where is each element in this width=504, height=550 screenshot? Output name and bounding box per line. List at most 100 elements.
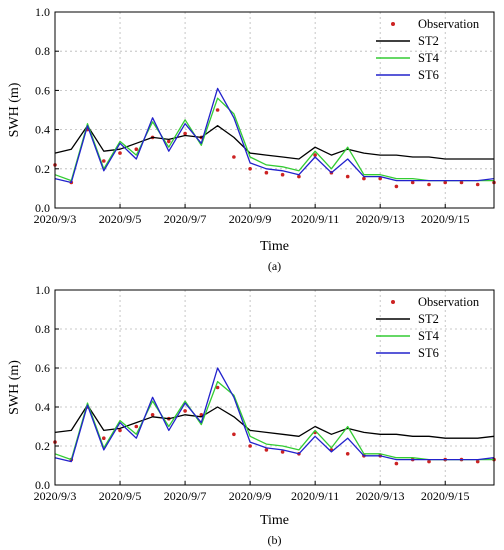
y-tick-label: 0.2: [35, 439, 50, 453]
observation-point: [150, 413, 155, 417]
observation-point: [280, 450, 285, 454]
x-tick-label: 2020/9/3: [34, 489, 77, 503]
y-tick-label: 0.4: [35, 123, 50, 137]
observation-point: [215, 385, 220, 390]
observation-point: [134, 147, 139, 151]
panel-label: (b): [268, 533, 282, 547]
gridlines: [54, 12, 494, 208]
legend-swatch: [391, 300, 395, 304]
series-st6-line: [54, 367, 495, 463]
series-observation: [53, 385, 496, 466]
observation-point: [118, 151, 122, 155]
legend-item: ST2: [376, 34, 439, 48]
y-axis-label: SWH (m): [7, 82, 22, 137]
legend-item: ST6: [376, 346, 439, 360]
legend-label: Observation: [418, 295, 480, 309]
legend-label: Observation: [418, 17, 480, 31]
observation-point: [345, 174, 350, 179]
panel-label: (a): [268, 259, 281, 273]
x-tick-label: 2020/9/15: [421, 212, 470, 226]
x-tick-label: 2020/9/5: [99, 212, 142, 226]
y-tick-label: 1.0: [35, 5, 50, 19]
observation-point: [232, 155, 236, 159]
legend-item: Observation: [391, 17, 480, 31]
x-tick-label: 2020/9/15: [421, 489, 470, 503]
observation-point: [248, 444, 252, 448]
observation-point: [427, 182, 431, 187]
observation-point: [118, 428, 122, 433]
observation-point: [410, 180, 415, 185]
observation-point: [394, 184, 399, 189]
x-tick-label: 2020/9/5: [99, 489, 142, 503]
legend-item: ST4: [376, 51, 440, 65]
axes-frame: [54, 11, 495, 209]
x-tick-label: 2020/9/7: [164, 489, 207, 503]
y-tick-label: 0.0: [35, 478, 50, 492]
gridlines: [54, 290, 494, 485]
observation-point: [443, 180, 448, 185]
observation-point: [378, 176, 383, 181]
x-axis-label: Time: [260, 513, 289, 528]
plot-area: [53, 367, 496, 466]
chart-panel-b: 0.00.20.40.60.81.0 2020/9/3 2020/9/5 2020/…: [7, 283, 496, 547]
x-tick-label: 2020/9/3: [34, 212, 77, 226]
x-axis-label: Time: [260, 239, 289, 254]
observation-point: [232, 432, 236, 437]
legend-item: Observation: [391, 295, 480, 309]
legend-item: ST2: [376, 312, 439, 326]
x-tick-label: 2020/9/11: [291, 489, 339, 503]
observation-point: [264, 170, 269, 175]
chart-panel-a: 0.00.20.40.60.81.0 2020/9/3 2020/9/5 2020/…: [7, 5, 496, 273]
y-tick-label: 0.0: [35, 201, 50, 215]
y-axis-label: SWH (m): [7, 360, 22, 415]
legend-item: ST4: [376, 329, 440, 343]
observation-point: [102, 159, 106, 163]
observation-point: [248, 167, 252, 171]
observation-point: [215, 108, 220, 112]
series-observation: [53, 108, 496, 189]
observation-point: [427, 459, 431, 464]
observation-point: [297, 174, 301, 179]
legend-label: ST4: [418, 329, 440, 343]
observation-point: [362, 176, 366, 181]
observation-point: [313, 153, 317, 157]
x-tick-label: 2020/9/7: [164, 212, 207, 226]
axes-frame: [54, 289, 495, 486]
observation-point: [475, 459, 480, 464]
series-st2-line: [54, 404, 495, 439]
legend-label: ST6: [418, 68, 439, 82]
observation-point: [183, 409, 187, 413]
y-tick-label: 0.2: [35, 162, 50, 176]
y-tick-label: 0.8: [35, 322, 50, 336]
y-axis-ticks: 0.0 0.2 0.4 0.6 0.8 1.0: [35, 5, 59, 215]
legend-item: ST6: [376, 68, 439, 82]
legend: Observation ST2 ST4 ST6: [376, 295, 480, 360]
legend-swatch: [391, 22, 395, 26]
series-st6-line: [54, 87, 495, 184]
x-axis-ticks: 2020/9/3 2020/9/5 2020/9/7 2020/9/9 2020/9/1…: [34, 204, 470, 226]
x-tick-label: 2020/9/11: [291, 212, 339, 226]
series-st4-line: [54, 97, 494, 182]
observation-point: [459, 180, 464, 185]
y-tick-label: 0.8: [35, 44, 50, 58]
observation-point: [280, 172, 285, 177]
observation-point: [394, 461, 399, 466]
x-tick-label: 2020/9/13: [356, 212, 405, 226]
observation-point: [183, 131, 187, 136]
observation-point: [167, 139, 171, 144]
legend-label: ST2: [418, 312, 439, 326]
x-tick-label: 2020/9/9: [229, 489, 272, 503]
x-axis-ticks: 2020/9/3 2020/9/5 2020/9/7 2020/9/9 2020/9/1…: [34, 481, 470, 503]
observation-point: [345, 452, 350, 456]
observation-point: [475, 182, 480, 187]
y-tick-label: 1.0: [35, 283, 50, 297]
x-tick-label: 2020/9/9: [229, 212, 272, 226]
plot-area: [53, 87, 496, 189]
legend: Observation ST2 ST4 ST6: [376, 17, 480, 82]
series-st4-line: [54, 380, 494, 461]
series-st2-line: [54, 125, 494, 160]
y-tick-label: 0.4: [35, 400, 50, 414]
y-tick-label: 0.6: [35, 83, 50, 97]
legend-label: ST4: [418, 51, 440, 65]
